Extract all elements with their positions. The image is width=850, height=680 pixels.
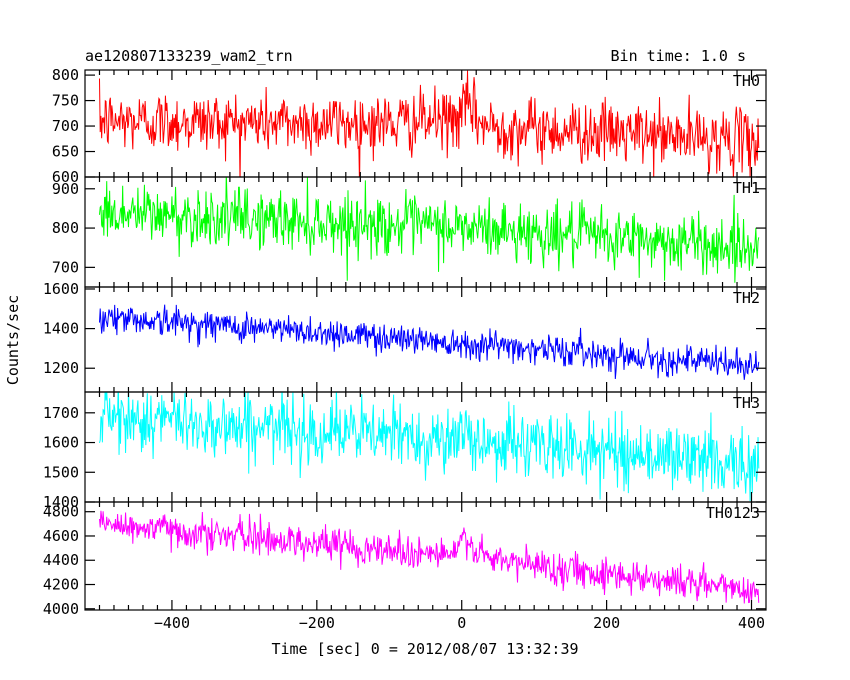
y-tick-label: 4400 [43,551,79,569]
series-line-th3 [99,392,760,501]
y-tick-label: 1400 [43,320,79,338]
y-tick-label: 600 [52,168,79,186]
y-tick-label: 1600 [43,434,79,452]
panel-frame [84,501,767,611]
y-tick-label: 650 [52,143,79,161]
x-tick-label: 200 [593,614,620,632]
series-label-th1: TH1 [733,179,760,197]
series-line-th0 [98,70,760,177]
series-label-th0123: TH0123 [706,504,760,522]
y-tick-label: 4800 [43,503,79,521]
panels: 600 650 700 750 800 TH0 700 800 900 TH1 1200 1400 16… [43,66,767,632]
series-label-th3: TH3 [733,394,760,412]
y-tick-label: 4000 [43,600,79,618]
y-tick-label: 1700 [43,404,79,422]
series-label-th2: TH2 [733,289,760,307]
y-tick-label: 1600 [43,280,79,298]
x-axis-label: Time [sec] 0 = 2012/08/07 13:32:39 [271,640,578,658]
x-tick-label: −400 [154,614,190,632]
x-tick-label: 0 [457,614,466,632]
y-tick-label: 700 [52,117,79,135]
y-tick-label: 4600 [43,527,79,545]
y-tick-label: 800 [52,219,79,237]
series-label-th0: TH0 [733,72,760,90]
y-tick-label: 1200 [43,359,79,377]
y-tick-label: 700 [52,258,79,276]
y-tick-label: 800 [52,66,79,84]
y-axis-label: Counts/sec [4,295,22,385]
y-tick-label: 750 [52,92,79,110]
chart-title-left: ae120807133239_wam2_trn [85,47,293,65]
y-tick-label: 1400 [43,493,79,511]
series-line-th1 [98,177,760,283]
x-tick-label: −200 [299,614,335,632]
series-line-th0123 [98,510,760,604]
series-line-th2 [98,304,760,380]
chart-title-right: Bin time: 1.0 s [611,47,746,65]
y-tick-label: 900 [52,180,79,198]
y-tick-label: 4200 [43,576,79,594]
x-tick-label: 400 [738,614,765,632]
y-tick-label: 1500 [43,463,79,481]
